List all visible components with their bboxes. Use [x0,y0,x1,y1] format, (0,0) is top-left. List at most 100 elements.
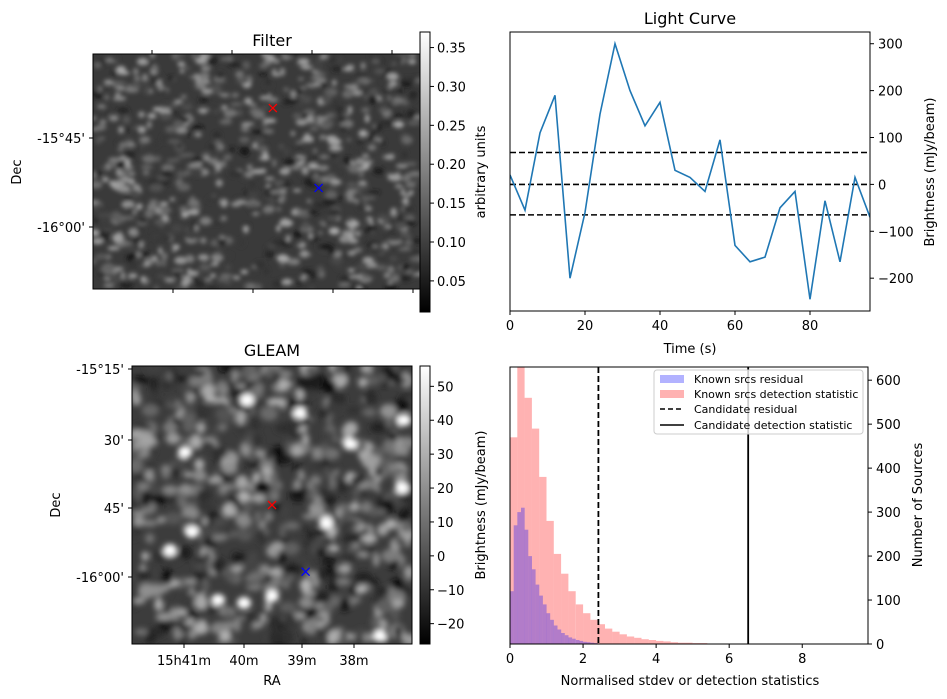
noise-blob [240,124,250,133]
noise-blob [218,366,236,373]
noise-blob [377,254,390,262]
noise-blob [296,375,314,392]
noise-blob [179,66,191,71]
noise-blob [204,552,211,563]
noise-blob [365,206,373,212]
noise-blob [153,584,170,594]
noise-blob [141,551,149,561]
noise-blob [394,539,409,546]
noise-blob [170,467,180,478]
histogram-bar [510,437,518,644]
noise-blob [98,215,111,225]
noise-blob [350,501,359,512]
noise-blob [193,561,210,569]
noise-blob [401,150,408,159]
noise-blob [178,577,187,589]
noise-blob [284,521,300,530]
noise-blob [93,218,100,223]
noise-blob [409,175,420,184]
noise-blob [355,222,369,229]
histogram-bar [678,642,686,644]
noise-blob [121,278,132,284]
noise-blob [300,64,313,70]
noise-blob [162,485,178,495]
noise-blob [320,81,326,89]
noise-blob [297,77,305,81]
noise-blob [191,125,204,130]
noise-blob [235,70,244,78]
noise-blob [390,578,404,589]
noise-blob [401,181,406,187]
noise-blob [132,376,149,384]
legend-label-candidate-detection: Candidate detection statistic [694,419,852,432]
noise-blob [134,76,141,80]
noise-blob [104,94,110,101]
noise-blob [384,233,389,242]
noise-blob [355,81,365,85]
noise-blob [199,273,205,283]
y-tick-label: 30' [104,434,124,449]
histogram-y-axis: 0 100 200 300 400 500 600 [868,374,901,653]
light-curve-y-axis: −200 −100 0 100 200 300 [870,38,914,287]
noise-blob [211,557,226,574]
noise-blob [93,61,102,69]
noise-blob [383,154,395,160]
filter-colorbar-ticks: 0.05 0.10 0.15 0.20 0.25 0.30 0.35 [430,42,466,290]
x-tick-label: 6 [725,652,733,667]
light-curve-hlines [510,151,870,216]
noise-blob [157,84,165,91]
noise-blob [138,433,156,448]
noise-blob [159,201,169,207]
noise-blob [100,87,110,91]
noise-blob [277,550,288,565]
noise-blob [310,272,317,279]
noise-blob [111,56,120,62]
noise-blob [342,422,358,436]
histogram-bar [685,642,693,644]
noise-blob [342,67,354,72]
gleam-markers [267,500,311,577]
noise-blob [336,105,343,114]
noise-blob [366,216,373,221]
noise-blob [379,457,391,468]
histogram-bar [517,512,521,644]
noise-blob [267,97,279,103]
noise-blob [356,140,364,145]
noise-blob [398,247,411,251]
noise-blob [253,480,271,493]
noise-blob [221,253,233,258]
noise-blob [309,126,319,132]
noise-blob [164,179,172,184]
histogram-bar [535,584,540,644]
noise-blob [246,203,261,209]
noise-blob [93,238,104,245]
noise-blob [139,241,144,249]
noise-blob [122,115,131,124]
noise-blob [346,189,359,193]
noise-blob [370,614,380,630]
noise-blob [105,162,112,170]
noise-blob [204,80,211,84]
histogram-bar [572,638,576,644]
noise-blob [169,197,176,202]
noise-blob [191,581,205,596]
noise-blob [369,133,376,138]
y-tick-label: 45' [104,502,124,517]
colorbar-tick-label: 0.05 [437,275,466,290]
noise-blob [402,76,416,83]
noise-blob [411,238,420,244]
noise-blob [392,100,399,106]
noise-blob [128,190,141,199]
noise-blob [211,159,216,166]
bright-source [293,407,307,419]
noise-blob [358,129,368,138]
noise-blob [136,482,150,491]
histogram-xlabel: Normalised stdev or detection statistics [561,674,820,689]
noise-blob [354,637,364,644]
noise-blob [139,564,146,571]
noise-blob [93,180,103,189]
noise-blob [219,198,229,208]
x-tick-label: 40 [652,319,669,334]
noise-blob [145,533,155,544]
noise-blob [368,95,378,105]
